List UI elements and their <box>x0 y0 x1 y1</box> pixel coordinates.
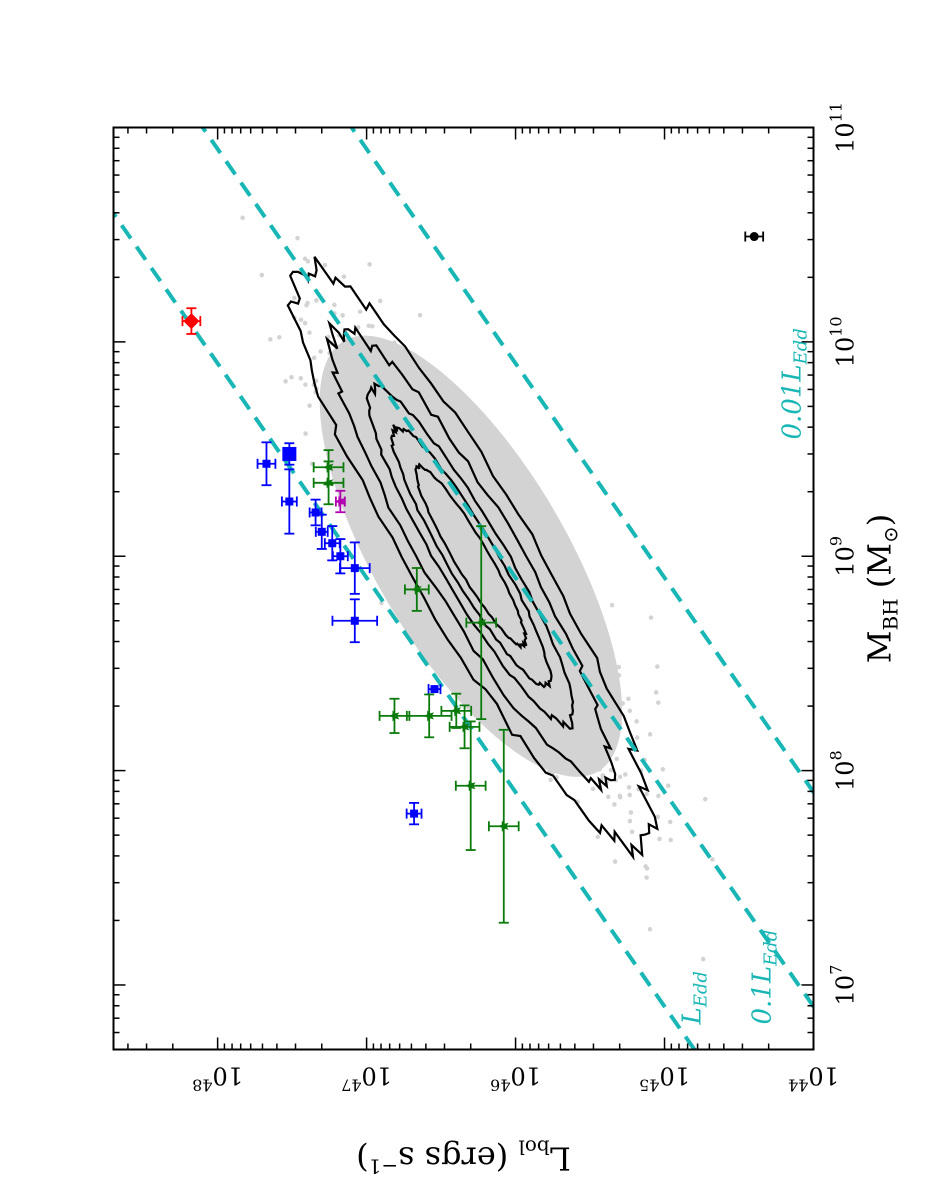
point-s2-2 <box>454 720 487 851</box>
y-axis-label: Lbol (ergs s−1) <box>356 1135 571 1178</box>
x-tick-label-1: 107 <box>826 964 859 1005</box>
eddington-line-label-2: 0.1LEdd <box>747 929 781 1024</box>
contour-level-1 <box>285 255 659 861</box>
point-s1-9 <box>280 467 298 535</box>
point-s1-2 <box>427 683 441 694</box>
point-s1-6 <box>323 524 341 561</box>
x-tick-labels: 107 108 109 1010 1011 <box>826 102 859 1005</box>
x-tick-label-2: 108 <box>826 750 859 791</box>
y-tick-label-5: 1048 <box>192 1061 243 1094</box>
point-s2-7 <box>464 524 497 720</box>
eddington-line-label-3: 0.01LEdd <box>777 328 811 439</box>
point-s1-8 <box>308 498 322 526</box>
x-axis-label: MBH (M⊙) <box>860 513 902 663</box>
y-tick-labels: 1044 1045 1046 1047 1048 <box>192 1061 839 1094</box>
eddington-line-labels: LEdd 0.1LEdd 0.01LEdd <box>677 328 811 1025</box>
point-s1-10 <box>256 440 276 486</box>
cloud-core <box>319 335 622 777</box>
y-tick-label-2: 1045 <box>639 1061 690 1094</box>
point-s2-10 <box>312 448 344 485</box>
point-s3-1 <box>333 489 346 513</box>
point-s1-3 <box>331 597 378 643</box>
point-s2-6 <box>439 692 472 729</box>
point-s1-4 <box>338 541 371 595</box>
y-tick-label-4: 1047 <box>341 1061 392 1094</box>
point-s2-4 <box>405 693 452 738</box>
point-s5-1 <box>743 231 764 242</box>
point-s2-5 <box>378 697 410 734</box>
data-points <box>181 231 764 924</box>
x-tick-label-4: 1010 <box>826 316 859 367</box>
point-s1-11 <box>281 441 296 466</box>
plot-frame <box>112 126 814 1050</box>
background-scatter-cloud <box>239 215 715 961</box>
point-s2-3 <box>448 704 480 749</box>
x-tick-label-5: 1011 <box>826 102 859 153</box>
axis-ticks <box>113 126 814 1050</box>
point-s1-7 <box>314 513 329 550</box>
y-tick-label-1: 1044 <box>788 1061 839 1094</box>
eddington-line-label-1: LEdd <box>677 971 711 1025</box>
point-s2-8 <box>403 566 430 612</box>
contour-level-2 <box>324 319 616 794</box>
point-s1-1 <box>405 801 422 825</box>
density-contours <box>285 255 659 861</box>
x-tick-label-3: 109 <box>826 535 859 576</box>
y-tick-label-3: 1046 <box>490 1061 541 1094</box>
contour-level-3 <box>365 381 574 730</box>
contour-level-4 <box>389 423 553 689</box>
contour-level-5 <box>413 461 528 650</box>
